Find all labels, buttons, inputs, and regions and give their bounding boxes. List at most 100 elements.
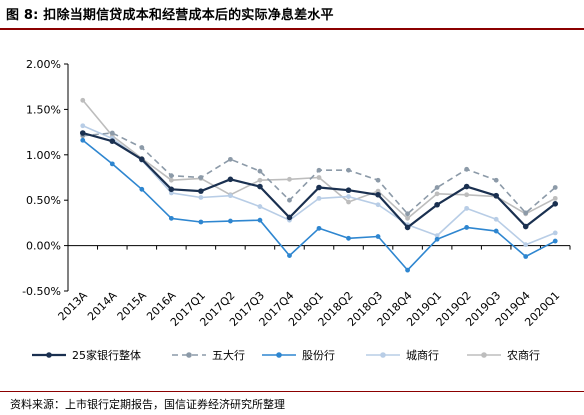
data-point bbox=[493, 228, 499, 234]
data-point bbox=[434, 185, 440, 190]
series-3 bbox=[80, 137, 558, 273]
data-point bbox=[257, 183, 263, 190]
data-point bbox=[434, 201, 440, 208]
data-point bbox=[346, 199, 351, 205]
data-point bbox=[464, 225, 470, 230]
x-tick-label: 2014A bbox=[85, 289, 120, 324]
data-point bbox=[80, 97, 86, 103]
legend-label: 农商行 bbox=[507, 348, 540, 362]
data-point bbox=[493, 216, 499, 222]
data-point bbox=[316, 225, 322, 231]
data-point bbox=[434, 191, 440, 197]
data-point bbox=[139, 145, 145, 150]
legend-swatch-marker bbox=[46, 352, 52, 358]
data-point bbox=[287, 176, 292, 182]
data-point bbox=[168, 173, 174, 179]
series-2 bbox=[80, 130, 558, 217]
legend-swatch-marker bbox=[481, 352, 487, 358]
data-point bbox=[434, 233, 440, 239]
y-tick-label: 0.50% bbox=[26, 194, 61, 207]
data-point bbox=[405, 211, 410, 217]
data-point bbox=[523, 254, 529, 259]
data-point bbox=[257, 177, 263, 183]
y-tick-label: 1.50% bbox=[26, 103, 61, 116]
x-tick-label: 2015A bbox=[115, 289, 150, 324]
data-point bbox=[434, 236, 440, 242]
data-point bbox=[346, 194, 351, 199]
y-tick-label: -0.50% bbox=[22, 285, 61, 298]
data-point bbox=[287, 253, 292, 258]
data-point bbox=[523, 242, 529, 248]
data-point bbox=[198, 195, 204, 200]
data-point bbox=[109, 130, 115, 136]
legend-item: 股份行 bbox=[262, 349, 335, 362]
data-point bbox=[257, 217, 263, 223]
data-point bbox=[109, 138, 116, 144]
series-4 bbox=[80, 123, 558, 248]
legend-label: 五大行 bbox=[212, 348, 245, 362]
data-point bbox=[257, 168, 263, 174]
data-point bbox=[375, 202, 381, 208]
plot-area bbox=[79, 97, 559, 273]
data-point bbox=[552, 195, 558, 201]
data-point bbox=[228, 193, 233, 199]
chart-legend: 25家银行整体 五大行 股份行 城商行 农商行 bbox=[32, 348, 540, 362]
series-1 bbox=[79, 130, 559, 231]
y-axis-ticks: -0.50% 0.00% 0.50% 1.00% 1.50% 2.00% bbox=[22, 58, 68, 298]
title-divider bbox=[0, 28, 584, 30]
data-point bbox=[139, 156, 145, 163]
data-point bbox=[228, 218, 233, 224]
data-point bbox=[168, 186, 175, 193]
data-point bbox=[316, 184, 322, 191]
data-point bbox=[464, 166, 470, 172]
data-point bbox=[405, 215, 410, 221]
y-tick-label: 1.00% bbox=[26, 149, 61, 162]
y-tick-label: 2.00% bbox=[26, 58, 61, 71]
data-point bbox=[345, 187, 352, 194]
data-point bbox=[198, 219, 204, 225]
data-point bbox=[316, 167, 322, 173]
series-line bbox=[82, 131, 556, 229]
data-point bbox=[464, 205, 470, 211]
legend-swatch-marker bbox=[276, 352, 282, 358]
legend-swatch-marker bbox=[186, 352, 192, 358]
legend-label: 城商行 bbox=[406, 348, 439, 362]
data-point bbox=[493, 177, 499, 183]
legend-item: 城商行 bbox=[366, 348, 439, 362]
data-point bbox=[79, 130, 86, 136]
data-point bbox=[228, 156, 233, 162]
data-point bbox=[552, 238, 558, 244]
data-point bbox=[346, 235, 351, 241]
data-point bbox=[168, 177, 174, 183]
data-point bbox=[464, 192, 470, 198]
source-note: 资料来源：上市银行定期报告，国信证券经济研究所整理 bbox=[10, 398, 285, 411]
data-point bbox=[287, 197, 292, 203]
data-point bbox=[198, 188, 204, 194]
data-point bbox=[463, 183, 470, 190]
legend-swatch-marker bbox=[380, 352, 386, 358]
data-point bbox=[80, 137, 86, 143]
line-chart: -0.50% 0.00% 0.50% 1.00% 1.50% 2.00% 2013A201… bbox=[22, 58, 571, 362]
data-point bbox=[227, 176, 234, 183]
data-point bbox=[286, 214, 293, 221]
data-point bbox=[552, 230, 558, 236]
legend-label: 25家银行整体 bbox=[72, 348, 141, 362]
data-point bbox=[375, 191, 381, 198]
legend-item: 五大行 bbox=[172, 348, 245, 362]
data-point bbox=[346, 167, 351, 173]
data-point bbox=[257, 204, 263, 209]
data-point bbox=[316, 175, 322, 180]
series-5 bbox=[80, 97, 558, 221]
data-point bbox=[80, 123, 86, 129]
data-point bbox=[139, 186, 145, 192]
data-point bbox=[198, 175, 204, 180]
data-point bbox=[168, 215, 174, 221]
chart-axes bbox=[67, 64, 570, 291]
data-point bbox=[523, 210, 529, 216]
legend-label: 股份行 bbox=[302, 349, 335, 362]
data-point bbox=[404, 224, 411, 231]
data-point bbox=[109, 161, 115, 167]
figure-title: 图 8: 扣除当期信贷成本和经营成本后的实际净息差水平 bbox=[6, 8, 334, 23]
data-point bbox=[375, 234, 381, 239]
y-tick-label: 0.00% bbox=[26, 240, 61, 253]
